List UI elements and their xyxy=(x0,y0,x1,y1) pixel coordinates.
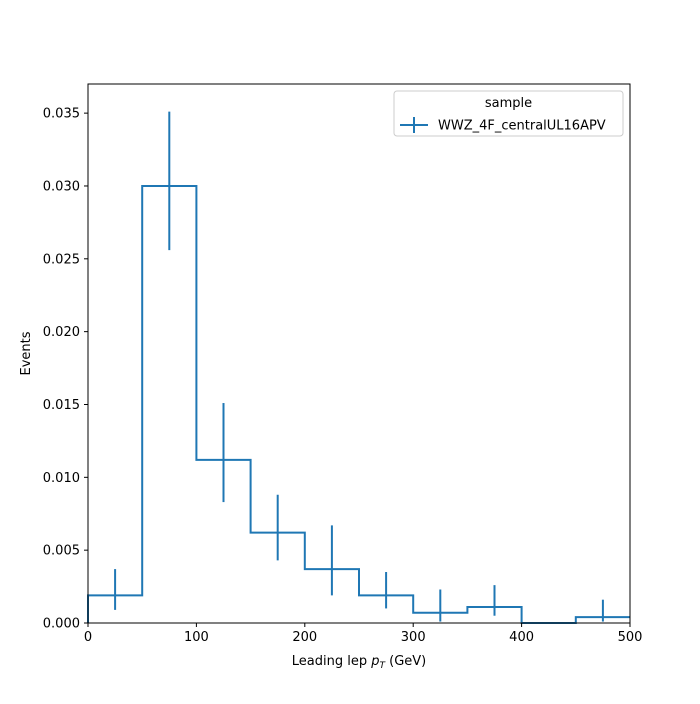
histogram-step-series-0 xyxy=(87,184,630,624)
y-tick-label: 0.005 xyxy=(43,544,80,559)
y-tick-label: 0.025 xyxy=(43,252,80,267)
x-tick-label: 300 xyxy=(401,630,426,645)
legend: sample WWZ_4F_centralUL16APV xyxy=(393,90,624,137)
y-tick-label: 0.035 xyxy=(43,107,80,122)
legend-title: sample xyxy=(485,96,532,111)
axes: 0 100 200 300 400 500 0.000 0.005 0.010 0.015 0.02… xyxy=(19,83,643,671)
x-tick-label: 0 xyxy=(84,630,92,645)
legend-entry-label: WWZ_4F_centralUL16APV xyxy=(438,119,606,134)
y-tick-label: 0.000 xyxy=(43,617,80,632)
plot-area xyxy=(87,111,630,624)
y-tick-label: 0.015 xyxy=(43,398,80,413)
x-tick-label: 200 xyxy=(292,630,317,645)
y-tick-label: 0.020 xyxy=(43,325,80,340)
x-tick-label: 400 xyxy=(509,630,534,645)
x-tick-label: 500 xyxy=(618,630,643,645)
x-tick-label: 100 xyxy=(184,630,209,645)
axes-frame xyxy=(87,83,631,624)
y-tick-label: 0.030 xyxy=(43,179,80,194)
y-axis-label: Events xyxy=(19,331,34,375)
legend-box xyxy=(393,90,624,137)
y-tick-label: 0.010 xyxy=(43,471,80,486)
x-axis-label: Leading lep pT (GeV) xyxy=(292,654,426,671)
